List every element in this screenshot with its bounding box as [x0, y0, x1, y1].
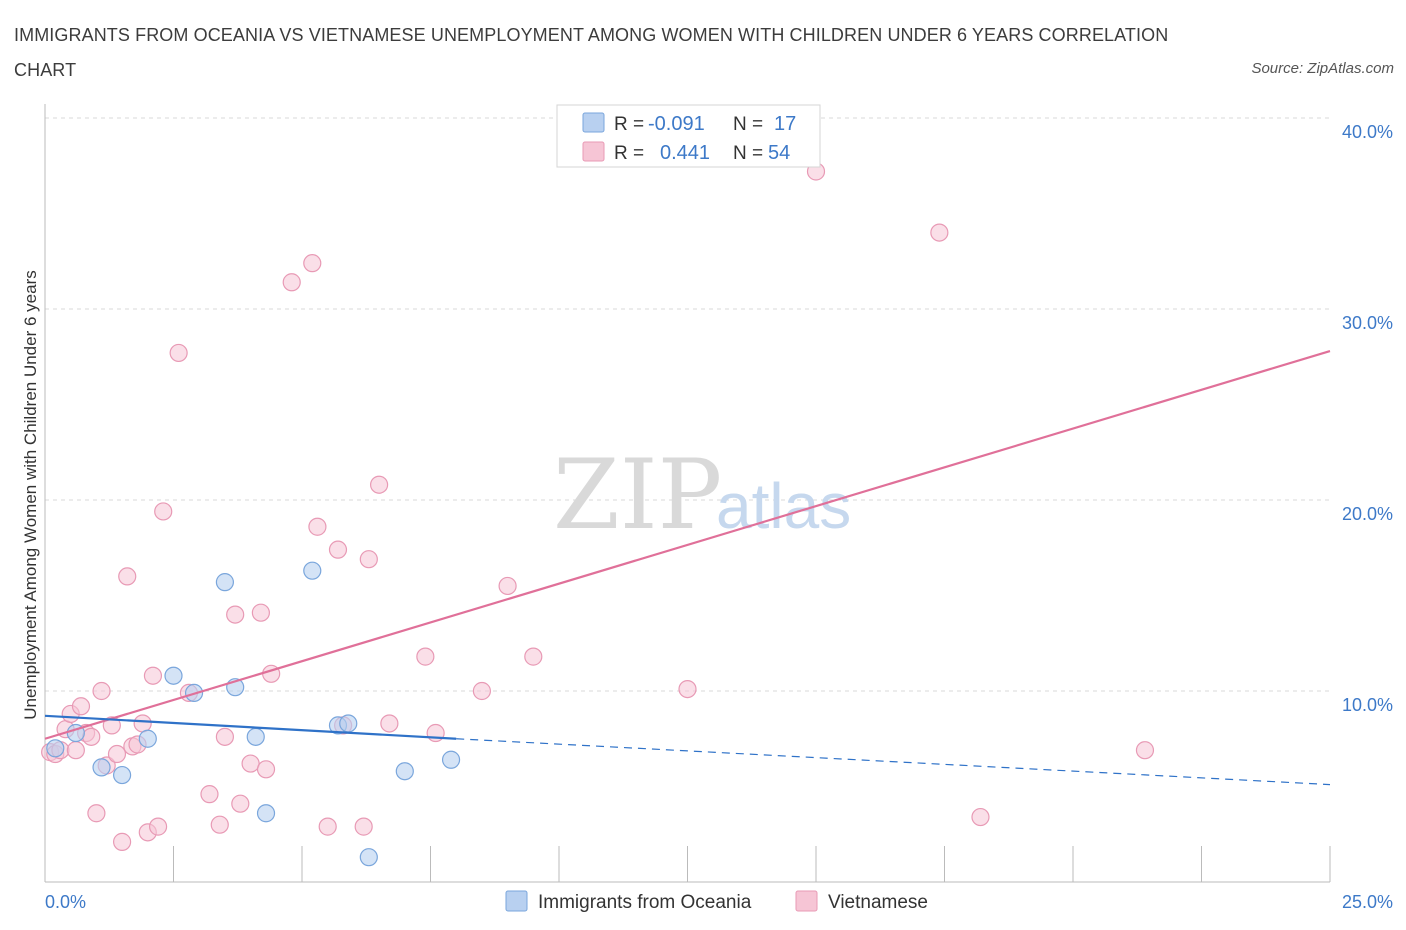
- vietnamese-point: [251, 603, 270, 622]
- legend-n-label-vietnamese: N =: [733, 143, 763, 164]
- source-note: Source: ZipAtlas.com: [1251, 60, 1394, 77]
- vietnamese-point: [1135, 741, 1155, 760]
- y-tick-label-3: 40.0%: [1342, 122, 1393, 142]
- oceania-point: [339, 714, 358, 733]
- vietnamese-point: [472, 681, 491, 701]
- vietnamese-point: [256, 760, 276, 779]
- vietnamese-point: [416, 647, 435, 666]
- x-tick-label-1: 25.0%: [1342, 892, 1393, 912]
- vietnamese-point: [66, 741, 85, 760]
- oceania-point: [112, 765, 132, 785]
- chart-title: IMMIGRANTS FROM OCEANIA VS VIETNAMESE UN…: [14, 25, 1169, 80]
- bottom-legend-label-vietnamese: Vietnamese: [828, 892, 928, 913]
- legend-r-value-oceania: -0.091: [648, 113, 705, 135]
- vietnamese-point: [359, 550, 378, 569]
- oceania-point: [138, 729, 157, 748]
- vietnamese-point: [102, 716, 121, 735]
- vietnamese-point: [92, 681, 111, 701]
- legend-r-label-vietnamese: R =: [614, 143, 644, 164]
- oceania-point: [441, 750, 461, 769]
- oceania-point: [246, 727, 265, 746]
- bottom-legend-swatch-oceania: [505, 890, 528, 912]
- vietnamese-point: [143, 666, 163, 685]
- vietnamese-point: [107, 744, 127, 764]
- correlation-legend: R = -0.091 N = 17 R = 0.441 N = 54: [556, 104, 821, 168]
- vietnamese-trend-line: [44, 349, 1331, 740]
- vietnamese-point: [210, 815, 229, 834]
- vietnamese-point: [169, 343, 188, 363]
- vietnamese-point: [241, 754, 260, 773]
- vietnamese-point: [112, 832, 132, 851]
- vietnamese-point: [524, 647, 543, 666]
- y-tick-label-1: 20.0%: [1342, 504, 1393, 524]
- vietnamese-point: [678, 679, 697, 699]
- watermark-zip: ZIP: [553, 439, 722, 551]
- tick-labels: 10.0% 20.0% 30.0% 40.0% 0.0% 25.0%: [45, 122, 1393, 912]
- trend-lines: [44, 349, 1331, 786]
- x-tick-label-0: 0.0%: [45, 892, 86, 912]
- vietnamese-point: [87, 804, 106, 823]
- y-tick-label-0: 10.0%: [1342, 695, 1393, 715]
- oceania-points: [46, 561, 461, 867]
- y-tick-label-2: 30.0%: [1342, 313, 1393, 333]
- y-axis-label: Unemployment Among Women with Children U…: [21, 270, 40, 719]
- oceania-trend-line-extrapolated: [456, 738, 1331, 786]
- vietnamese-point: [200, 785, 219, 804]
- bottom-legend-swatch-vietnamese: [795, 890, 818, 912]
- vietnamese-point: [318, 817, 337, 836]
- bottom-legend-label-oceania: Immigrants from Oceania: [538, 892, 752, 913]
- vietnamese-point: [380, 714, 399, 733]
- vietnamese-point: [930, 223, 949, 242]
- vietnamese-point: [498, 576, 517, 596]
- vietnamese-point: [71, 697, 91, 716]
- vietnamese-point: [308, 517, 327, 536]
- legend-n-value-oceania: 17: [774, 113, 796, 135]
- oceania-point: [164, 666, 183, 685]
- series-legend: Immigrants from Oceania Vietnamese: [505, 890, 928, 913]
- oceania-point: [303, 561, 322, 580]
- gridlines: [45, 117, 1330, 692]
- axes: [44, 104, 1331, 883]
- vietnamese-point: [303, 254, 322, 273]
- vietnamese-point: [370, 475, 389, 494]
- vietnamese-point: [226, 605, 245, 624]
- legend-r-label-oceania: R =: [614, 114, 644, 135]
- vietnamese-point: [971, 807, 990, 827]
- oceania-point: [359, 848, 378, 867]
- vietnamese-point: [328, 540, 348, 559]
- watermark: ZIP atlas: [553, 439, 851, 551]
- legend-n-label-oceania: N =: [733, 114, 763, 135]
- oceania-trend-line: [44, 714, 457, 740]
- oceania-point: [256, 804, 276, 823]
- vietnamese-point: [82, 727, 101, 746]
- oceania-point: [46, 739, 65, 758]
- legend-r-value-vietnamese: 0.441: [660, 142, 710, 164]
- vietnamese-point: [215, 727, 234, 746]
- vietnamese-point: [133, 714, 152, 733]
- legend-swatch-vietnamese: [582, 141, 605, 162]
- oceania-point: [92, 758, 111, 777]
- vietnamese-point: [118, 567, 137, 586]
- vietnamese-point: [231, 794, 250, 813]
- vietnamese-point: [282, 273, 301, 292]
- legend-swatch-oceania: [582, 112, 605, 133]
- vietnamese-point: [154, 502, 173, 521]
- oceania-point: [395, 762, 414, 781]
- oceania-point: [215, 573, 234, 592]
- legend-n-value-vietnamese: 54: [768, 142, 790, 164]
- vietnamese-point: [354, 817, 373, 836]
- vietnamese-point: [148, 817, 168, 836]
